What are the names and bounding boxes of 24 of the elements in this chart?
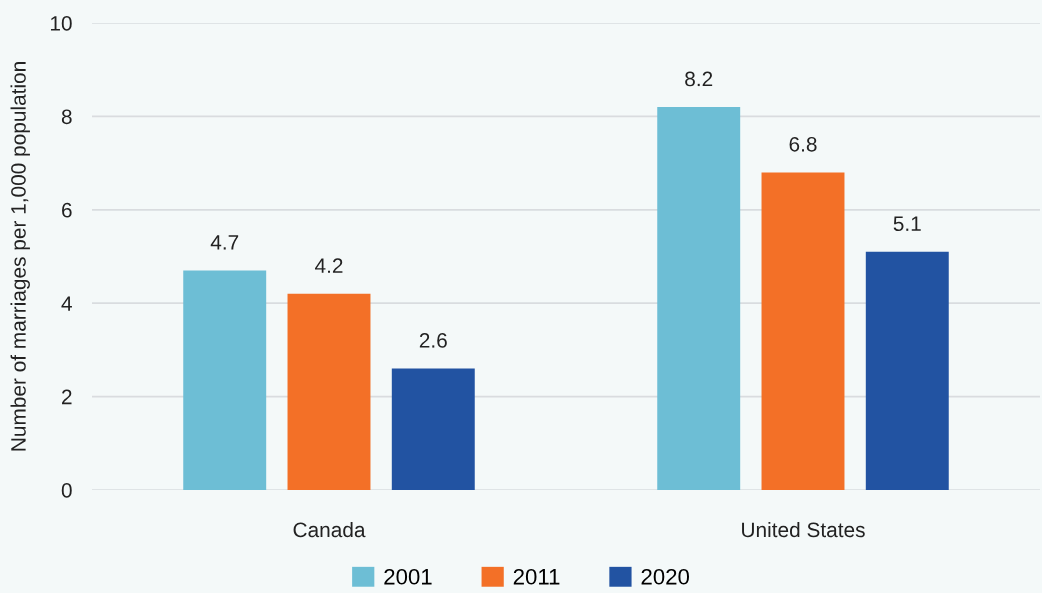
y-tick-label: 8 xyxy=(61,109,72,125)
y-tick-label: 10 xyxy=(50,16,72,31)
bar xyxy=(287,293,371,490)
y-axis-title: Number of marriages per 1,000 population xyxy=(10,62,30,451)
x-tick-label: United States xyxy=(742,521,865,538)
legend-label: 2011 xyxy=(513,568,560,585)
bar xyxy=(657,107,741,490)
y-tick-label: 4 xyxy=(61,296,72,311)
bar xyxy=(865,251,949,490)
y-tick-label: 2 xyxy=(62,389,72,405)
x-tick-label: Canada xyxy=(293,521,366,538)
data-label: 5.1 xyxy=(893,216,921,232)
data-label: 4.7 xyxy=(210,235,239,250)
data-label: 2.6 xyxy=(419,333,447,348)
bar xyxy=(183,270,267,490)
data-label: 4.2 xyxy=(315,258,343,273)
y-tick-label: 0 xyxy=(61,483,72,498)
legend-label: 2001 xyxy=(384,568,432,585)
legend-label: 2020 xyxy=(641,568,690,585)
data-label: 6.8 xyxy=(789,136,817,152)
bar xyxy=(761,172,845,490)
y-tick-label: 6 xyxy=(62,202,72,218)
data-label: 8.2 xyxy=(685,71,713,87)
bar xyxy=(391,368,475,490)
